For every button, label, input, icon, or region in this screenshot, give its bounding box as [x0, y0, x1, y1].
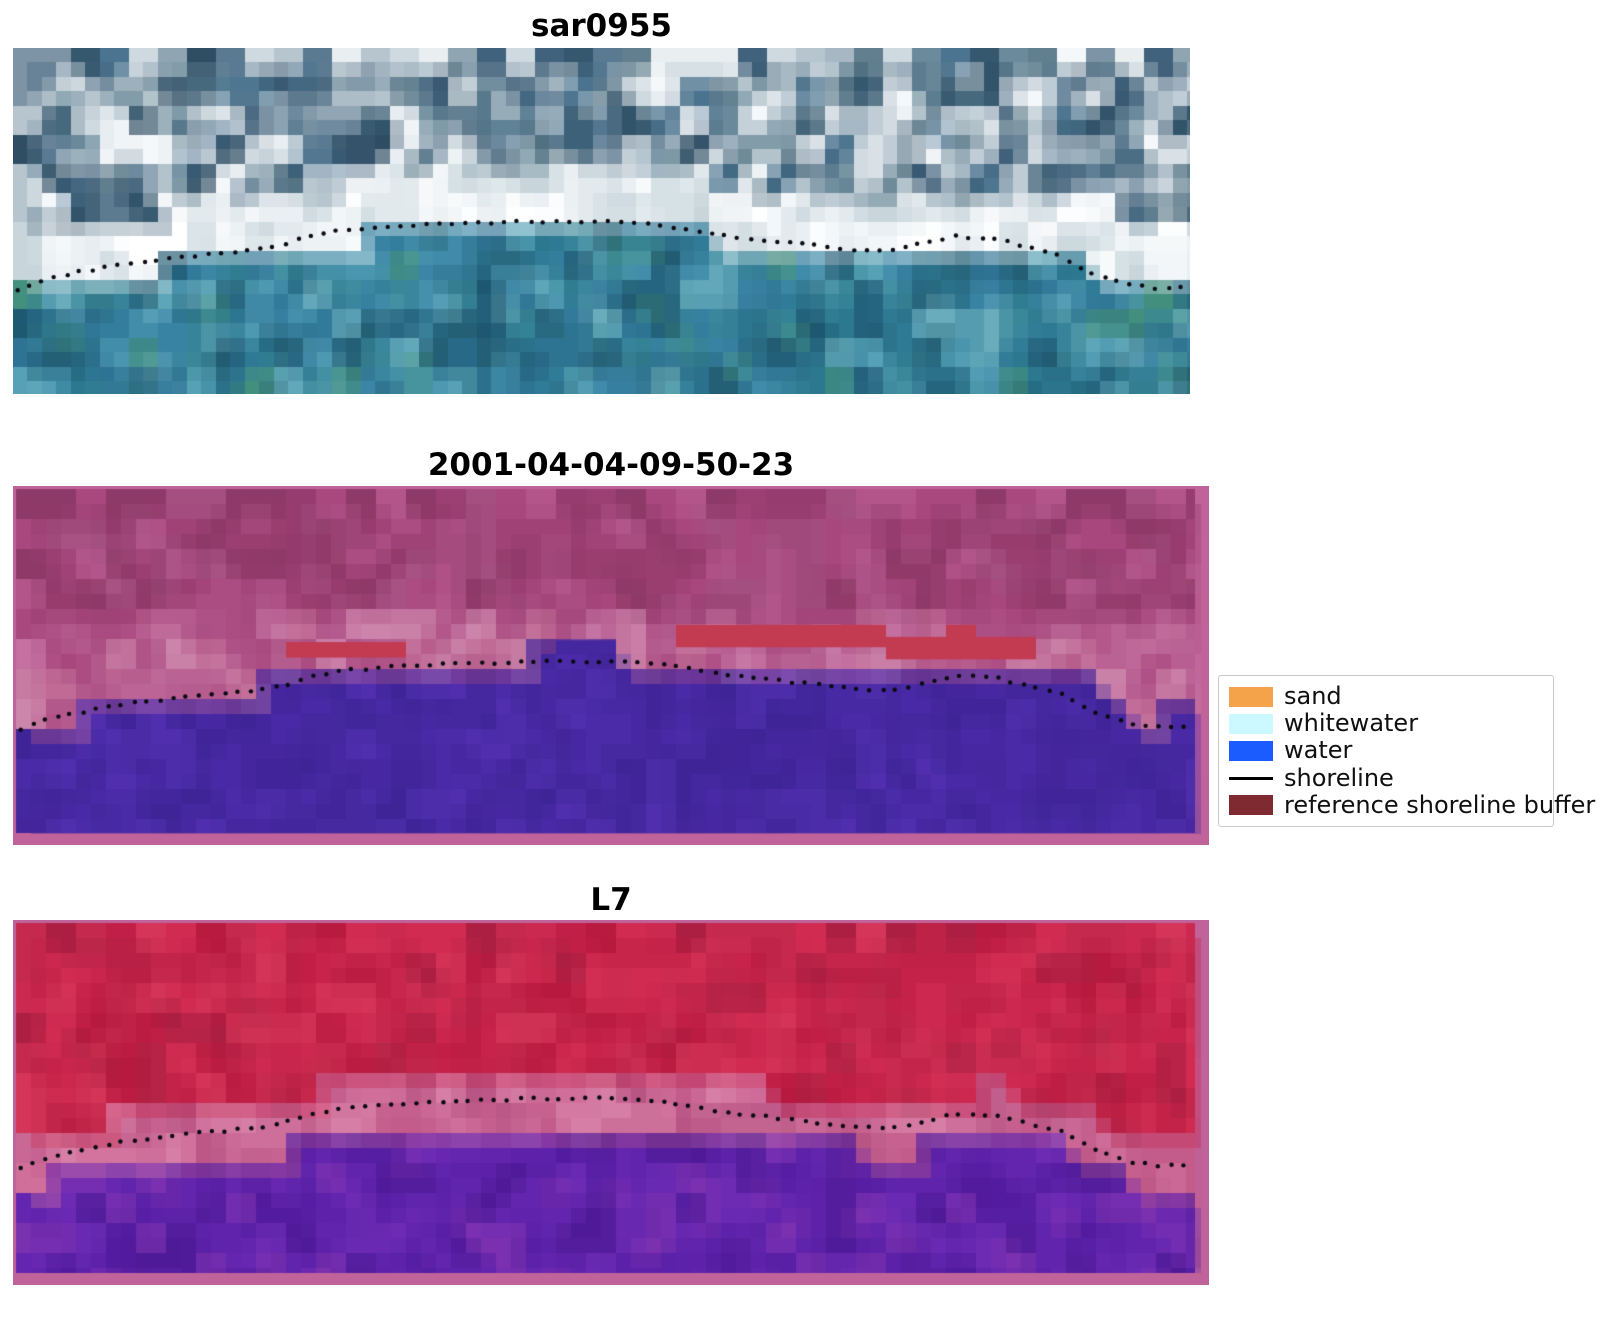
whitewater-swatch-icon — [1229, 713, 1273, 734]
legend-label: whitewater — [1284, 709, 1419, 738]
legend-item-shoreline: shoreline — [1229, 763, 1543, 792]
l7-image-panel — [13, 920, 1209, 1285]
legend-item-reference-shoreline-buffer: reference shoreline buffer — [1229, 791, 1595, 819]
legend-label: sand — [1284, 682, 1342, 711]
panel-title-date: 2001-04-04-09-50-23 — [427, 447, 795, 483]
classified-image-panel — [13, 486, 1209, 845]
legend-label: shoreline — [1284, 763, 1394, 792]
sand-swatch-icon — [1229, 686, 1273, 707]
panel-title-l7: L7 — [590, 882, 632, 918]
legend-label: reference shoreline buffer — [1284, 790, 1596, 819]
reference-shoreline-buffer-swatch-icon — [1229, 795, 1273, 816]
shoreline-swatch-icon — [1229, 776, 1273, 780]
sar-image-panel — [13, 48, 1190, 394]
legend: sand whitewater water shoreline reference sh… — [1218, 675, 1595, 827]
water-swatch-icon — [1229, 740, 1273, 761]
panel-title-sar0955: sar0955 — [531, 8, 672, 44]
legend-item-whitewater: whitewater — [1229, 710, 1543, 737]
legend-item-water: water — [1229, 737, 1543, 764]
legend-label: water — [1284, 736, 1353, 765]
legend-item-sand: sand — [1229, 683, 1543, 710]
